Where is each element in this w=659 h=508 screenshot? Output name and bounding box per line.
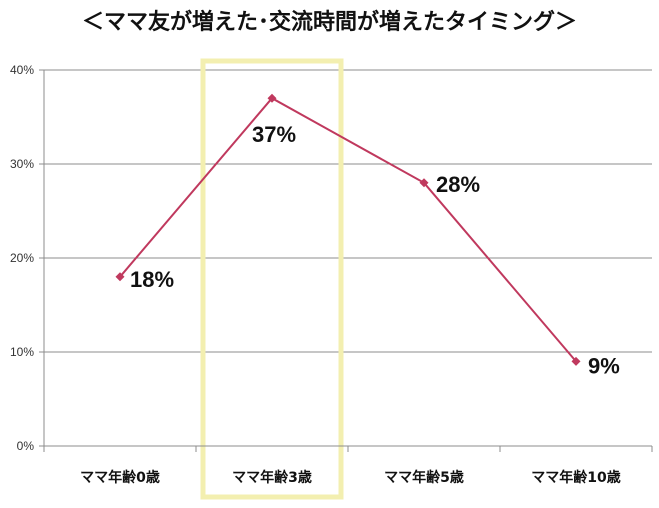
data-point	[419, 178, 429, 188]
data-label: 28%	[436, 172, 480, 197]
data-labels: 18% 37% 28% 9%	[130, 122, 620, 378]
y-tick-label: 30%	[10, 157, 34, 171]
x-tick-label: ママ年齢5歳	[384, 469, 464, 486]
y-tick-label: 10%	[10, 345, 34, 359]
axes	[39, 69, 653, 452]
y-tick-labels: 0% 10% 20% 30% 40%	[10, 63, 34, 453]
series-line	[119, 96, 577, 363]
data-label: 18%	[130, 267, 174, 292]
data-point	[267, 93, 277, 103]
data-point	[571, 356, 581, 366]
highlight-box-layer	[200, 58, 344, 500]
highlight-box	[200, 58, 344, 500]
x-tick-label: ママ年齢0歳	[80, 469, 160, 486]
chart-title: ＜ママ友が増えた･交流時間が増えたタイミング＞	[81, 10, 577, 35]
x-tick-label: ママ年齢3歳	[232, 469, 312, 486]
x-tick-labels: ママ年齢0歳 ママ年齢3歳 ママ年齢5歳 ママ年齢10歳	[80, 469, 621, 486]
series-layer	[115, 93, 581, 366]
data-label: 37%	[252, 122, 296, 147]
x-tick-label: ママ年齢10歳	[531, 469, 620, 486]
y-tick-label: 0%	[17, 439, 35, 453]
gridlines	[44, 69, 652, 353]
y-tick-label: 20%	[10, 251, 34, 265]
data-point	[115, 272, 125, 282]
y-tick-label: 40%	[10, 63, 34, 77]
data-label: 9%	[588, 353, 620, 378]
